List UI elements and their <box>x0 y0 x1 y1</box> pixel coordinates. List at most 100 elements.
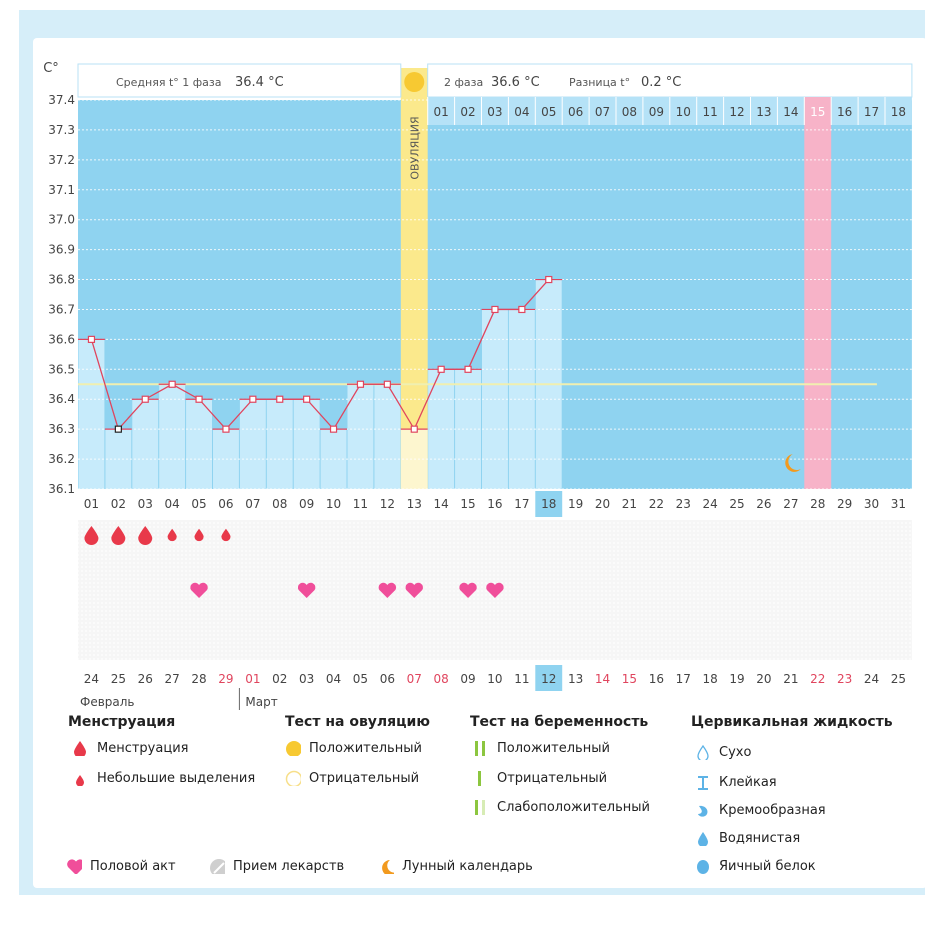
cycle-day-label: 29 <box>837 497 852 511</box>
temp-bar <box>239 399 266 489</box>
legend-intercourse: Половой акт <box>66 858 176 874</box>
legend-preg-negative: Отрицательный <box>473 770 607 786</box>
temperature-point[interactable] <box>222 425 230 433</box>
phase2-label: 2 фаза <box>444 76 483 89</box>
y-tick-label: 36.3 <box>48 422 75 436</box>
phase2-value: 36.6 °C <box>491 75 540 90</box>
calendar-date-label: 28 <box>191 672 206 686</box>
calendar-date-label: 20 <box>756 672 771 686</box>
cycle-day-label: 31 <box>891 497 906 511</box>
heart-icon <box>378 582 397 598</box>
temperature-point[interactable] <box>168 380 176 388</box>
legend-label: Отрицательный <box>309 770 420 786</box>
temperature-point[interactable] <box>491 305 499 314</box>
watery-drop-icon <box>698 832 708 846</box>
phase2-day-number: 04 <box>514 105 529 119</box>
two-lines-icon <box>475 741 485 756</box>
phase2-day-number: 11 <box>703 105 718 119</box>
calendar-date-label: 07 <box>407 672 422 686</box>
cycle-day-label: 12 <box>380 497 395 511</box>
calendar-date-label: 11 <box>514 672 529 686</box>
temperature-point[interactable] <box>195 395 203 403</box>
temp-bar <box>78 339 105 489</box>
drop-icon <box>111 526 126 545</box>
small-drop-icon <box>76 775 84 786</box>
phase1-header-box <box>77 63 402 98</box>
ovulation-label: ОВУЛЯЦИЯ <box>408 116 421 179</box>
temperature-point[interactable] <box>410 425 418 433</box>
legend-menstruation-item: Менструация <box>73 740 188 756</box>
temperature-point[interactable] <box>545 275 553 284</box>
cycle-day-label: 16 <box>487 497 502 511</box>
temperature-point[interactable] <box>276 395 284 403</box>
temp-bar <box>293 399 320 489</box>
calendar-date-label: 12 <box>541 672 556 686</box>
legend-medicine: Прием лекарств <box>209 858 344 874</box>
cycle-day-label: 03 <box>138 497 153 511</box>
temperature-point[interactable] <box>437 365 445 373</box>
legend-label: Яичный белок <box>719 858 816 874</box>
phase2-day-number: 13 <box>756 105 771 119</box>
temperature-point[interactable] <box>383 380 391 388</box>
legend-label: Лунный календарь <box>402 858 533 874</box>
diff-label: Разница t° <box>569 76 630 89</box>
one-line-icon <box>478 771 481 786</box>
calendar-date-label: 14 <box>595 672 610 686</box>
calendar-date-label: 27 <box>165 672 180 686</box>
phase2-day-number: 08 <box>622 105 637 119</box>
legend-label: Слабоположительный <box>497 799 650 815</box>
cycle-day-label: 27 <box>783 497 798 511</box>
calendar-date-label: 02 <box>272 672 287 686</box>
temperature-point[interactable] <box>518 305 526 314</box>
cycle-day-label: 21 <box>622 497 637 511</box>
heart-icon <box>190 582 208 598</box>
temp-bar <box>266 399 293 489</box>
temperature-line <box>90 279 550 431</box>
legend-label: Положительный <box>309 740 422 756</box>
temperature-point[interactable] <box>114 425 122 433</box>
ovulation-column <box>400 68 428 489</box>
temperature-point[interactable] <box>303 395 311 403</box>
y-tick-label: 36.7 <box>48 302 75 316</box>
legend-label: Половой акт <box>90 858 176 874</box>
temperature-point[interactable] <box>464 365 472 373</box>
heart-icon <box>297 582 316 598</box>
temperature-point[interactable] <box>87 335 96 343</box>
temperature-point[interactable] <box>249 395 257 403</box>
temperature-point[interactable] <box>141 395 149 403</box>
calendar-date-label: 24 <box>864 672 879 686</box>
y-tick-label: 36.8 <box>48 273 75 287</box>
legend-label: Отрицательный <box>497 770 608 786</box>
legend-dry: Сухо <box>695 744 751 760</box>
legend-ovu-positive: Положительный <box>285 740 422 756</box>
temp-bar <box>347 384 374 489</box>
cycle-day-label: 01 <box>84 497 99 511</box>
y-tick-label: 36.2 <box>48 452 75 466</box>
cycle-day-label: 07 <box>245 497 260 511</box>
temperature-point[interactable] <box>329 425 338 433</box>
phase2-day-number: 01 <box>434 105 449 119</box>
small-drop-icon <box>194 528 204 542</box>
legend-preg-positive: Положительный <box>473 740 610 756</box>
calendar-date-label: 21 <box>783 672 798 686</box>
sun-filled-icon <box>286 741 301 756</box>
temp-bar <box>159 384 186 489</box>
ovulation-sun-icon <box>404 72 425 92</box>
y-tick-label: 36.1 <box>48 482 75 496</box>
calendar-date-label: 04 <box>326 672 341 686</box>
legend-label: Небольшие выделения <box>97 770 256 786</box>
sun-outline-icon <box>285 770 301 786</box>
cycle-day-label: 02 <box>111 497 126 511</box>
creamy-icon <box>698 805 708 817</box>
cycle-day-label: 13 <box>407 497 422 511</box>
cycle-day-label: 11 <box>353 497 368 511</box>
legend-label: Водянистая <box>719 830 801 846</box>
calendar-date-label: 25 <box>891 672 906 686</box>
moon-icon <box>382 860 394 874</box>
y-unit-label: C° <box>43 61 59 76</box>
calendar-date-label: 06 <box>380 672 395 686</box>
month-label: Март <box>245 695 277 709</box>
calendar-date-label: 17 <box>676 672 691 686</box>
temperature-point[interactable] <box>356 380 365 388</box>
expected-period-column <box>804 100 832 489</box>
